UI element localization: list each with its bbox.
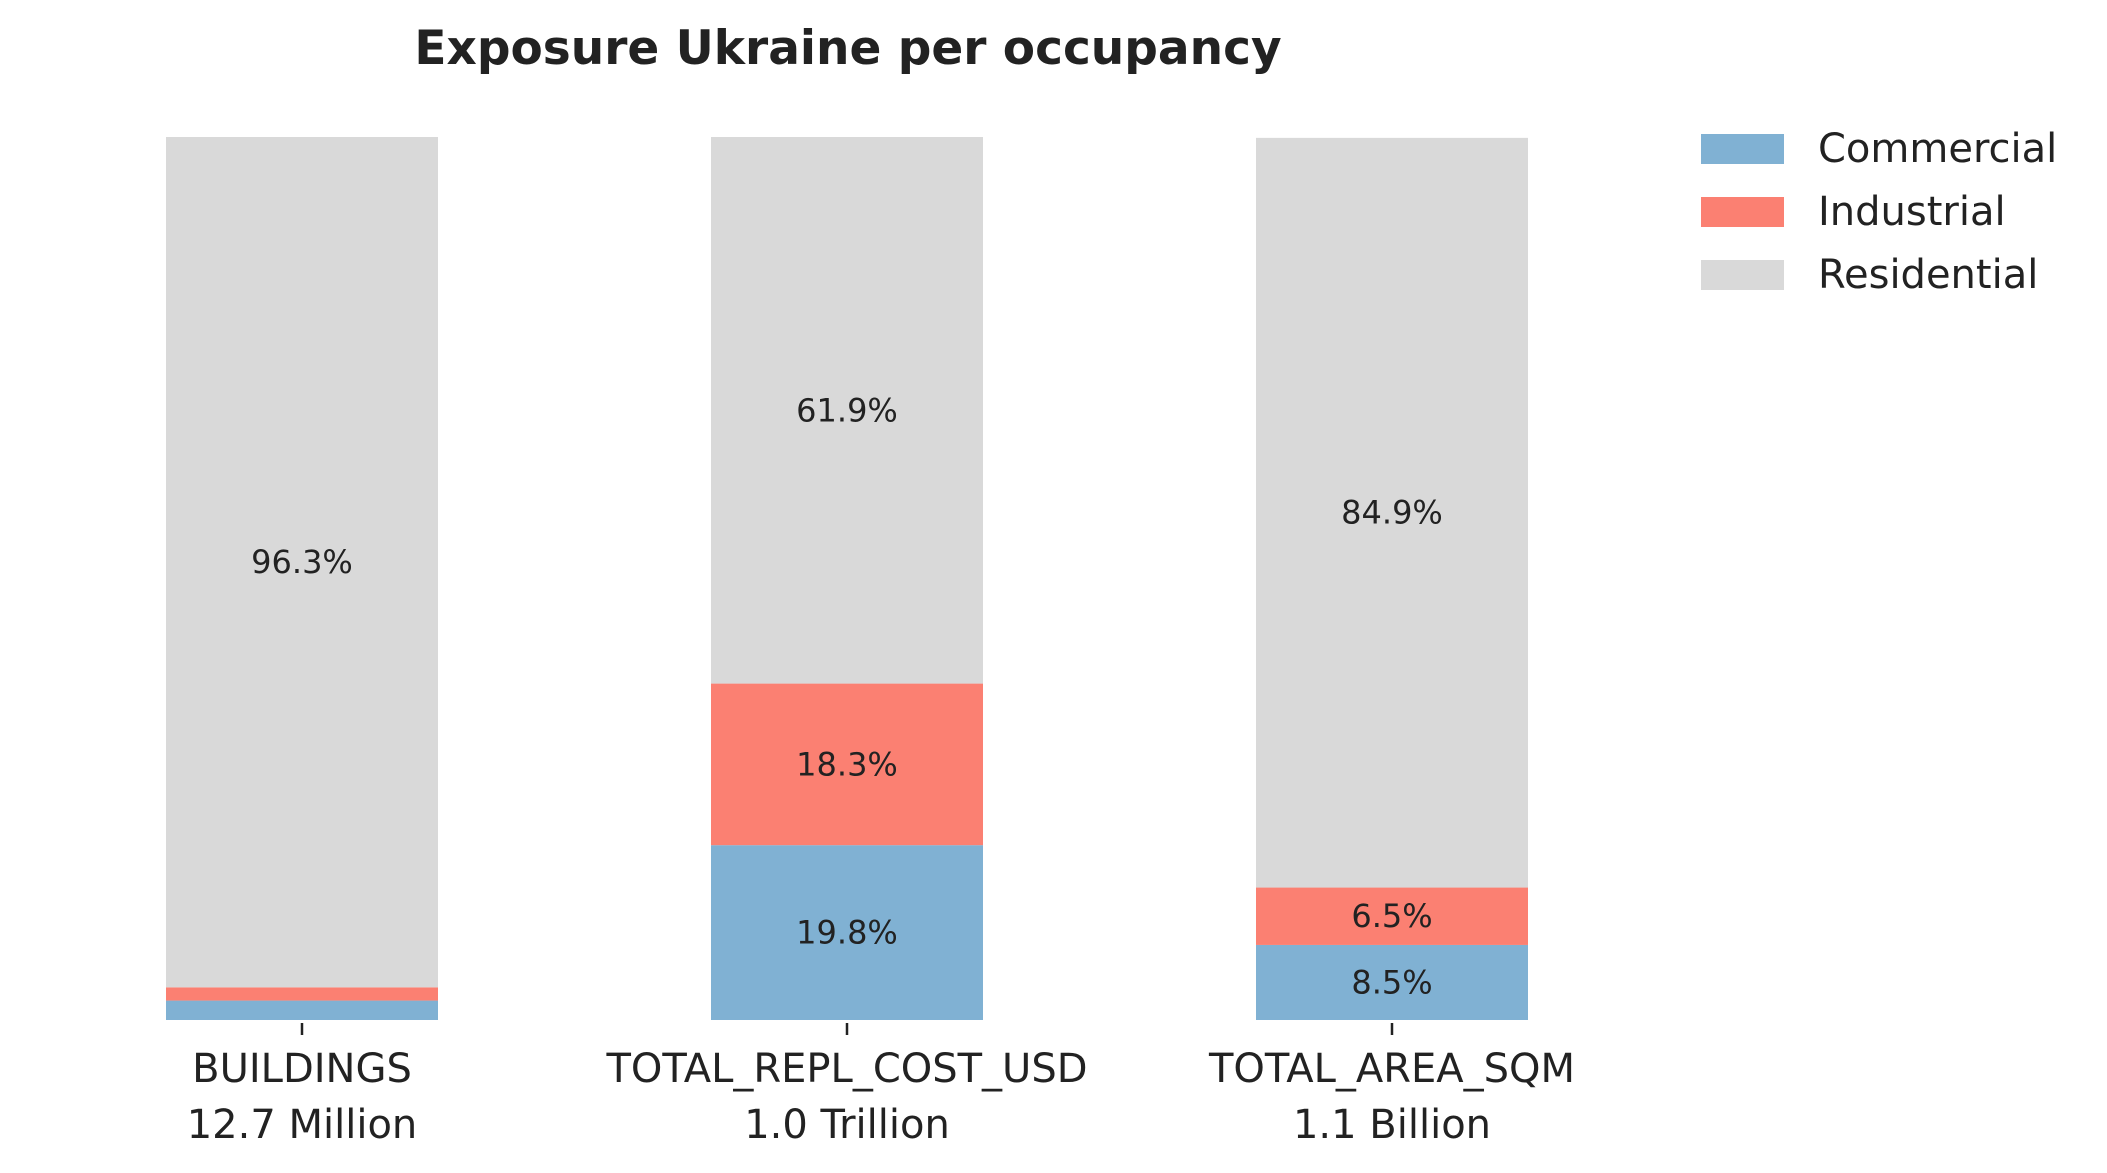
segment-label: 18.3%: [796, 745, 898, 783]
x-tick-total: 1.1 Billion: [1293, 1102, 1491, 1148]
bars-layer: [166, 137, 1528, 1020]
legend-label-residential: Residential: [1818, 252, 2038, 298]
legend-label-commercial: Commercial: [1818, 126, 2057, 172]
x-tick-total: 12.7 Million: [187, 1102, 418, 1148]
segment-label: 61.9%: [796, 391, 898, 429]
bar-segment-commercial-total_repl_cost_usd: [711, 845, 983, 1020]
chart-title: Exposure Ukraine per occupancy: [414, 21, 1281, 76]
bar-segment-industrial-buildings: [166, 987, 438, 1001]
legend-swatch-commercial: [1701, 134, 1784, 164]
bar-segment-residential-total_repl_cost_usd: [711, 137, 983, 684]
segment-label: 19.8%: [796, 914, 898, 952]
x-axis: BUILDINGS 12.7 Million TOTAL_REPL_COST_USD…: [187, 1023, 1575, 1148]
bar-segment-commercial-buildings: [166, 1000, 438, 1020]
x-tick-label: BUILDINGS: [192, 1046, 412, 1092]
x-tick-label: TOTAL_REPL_COST_USD: [605, 1046, 1087, 1092]
bar-segment-commercial-total_area_sqm: [1256, 944, 1528, 1020]
segment-label: 84.9%: [1341, 494, 1443, 532]
legend-label-industrial: Industrial: [1818, 189, 2006, 235]
segment-label: 6.5%: [1351, 897, 1432, 935]
bar-segment-residential-buildings: [166, 137, 438, 988]
segment-label: 8.5%: [1351, 963, 1432, 1001]
legend-swatch-industrial: [1701, 197, 1784, 227]
bar-segment-residential-total_area_sqm: [1256, 137, 1528, 888]
bar-segment-industrial-total_repl_cost_usd: [711, 683, 983, 846]
x-tick-label: TOTAL_AREA_SQM: [1208, 1046, 1575, 1092]
bar-segment-industrial-total_area_sqm: [1256, 887, 1528, 945]
segment-label: 96.3%: [251, 543, 353, 581]
segment-labels-layer: 96.3% 19.8% 18.3% 61.9% 8.5% 6.5% 84.9%: [251, 391, 1443, 1001]
legend-swatch-residential: [1701, 260, 1784, 290]
x-tick-total: 1.0 Trillion: [744, 1102, 950, 1148]
legend: Commercial Industrial Residential: [1701, 126, 2057, 298]
